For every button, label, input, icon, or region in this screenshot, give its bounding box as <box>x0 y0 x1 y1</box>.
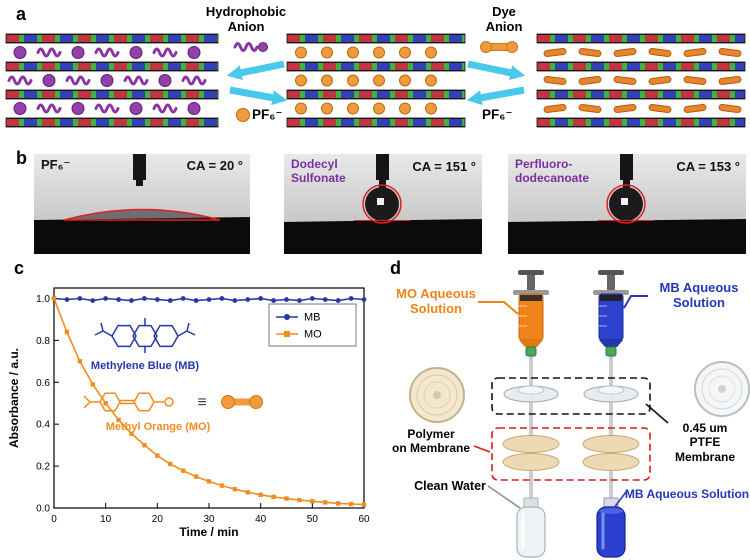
contact-angle-image-perfluorododecanoate: Perfluoro- dodecanoate CA = 153 ° <box>508 154 746 254</box>
tube-right <box>609 356 613 508</box>
hydrophobic-anion-label: Hydrophobic Anion <box>205 4 287 34</box>
ptfe-filter-disk-icon <box>694 361 750 417</box>
svg-text:0.0: 0.0 <box>36 504 50 515</box>
droplet-highlight <box>377 198 384 205</box>
svg-text:1.0: 1.0 <box>36 294 50 305</box>
panel-c-label: c <box>14 258 25 278</box>
mb-output-connector <box>613 491 627 509</box>
svg-text:40: 40 <box>255 514 267 525</box>
svg-text:0.4: 0.4 <box>36 420 50 431</box>
svg-text:0.8: 0.8 <box>36 336 50 347</box>
droplet-highlight <box>621 198 628 205</box>
panel-a-label: a <box>16 4 27 24</box>
ion-exchange-schematic <box>5 33 746 128</box>
pf6-released-left-label: PF₆⁻ <box>252 107 283 122</box>
polymer-membrane-disks <box>502 435 640 471</box>
clean-water-label: Clean Water <box>414 479 486 493</box>
dispenser-needle-icon <box>376 154 389 180</box>
tube-left <box>529 356 533 508</box>
ptfe-membrane-label: 0.45 um PTFE Membrane <box>674 421 736 464</box>
contact-angle-value: CA = 151 ° <box>412 159 476 174</box>
svg-text:Absorbance / a.u.: Absorbance / a.u. <box>7 348 21 448</box>
low-contact-angle-droplet <box>63 208 221 221</box>
svg-text:0.6: 0.6 <box>36 378 50 389</box>
pf6-released-right-label: PF₆⁻ <box>482 107 513 122</box>
contact-angle-value: CA = 20 ° <box>186 158 243 173</box>
panel-b-label: b <box>16 148 27 168</box>
clean-water-connector <box>487 485 521 509</box>
mb-solution-label: MB Aqueous Solution <box>659 280 739 310</box>
ptfe-membrane-disks <box>503 385 639 403</box>
mb-label-connector <box>623 295 648 309</box>
svg-text:20: 20 <box>152 514 164 525</box>
polymer-label-connector <box>473 445 491 453</box>
methyl-orange-label: Methyl Orange (MO) <box>106 421 211 433</box>
surface-name-label: Dodecyl Sulfonate <box>291 157 346 186</box>
contact-angle-image-pf6: PF₆⁻ CA = 20 ° <box>34 154 250 254</box>
methylene-blue-structure <box>94 318 196 353</box>
mo-label-connector <box>478 301 519 315</box>
methyl-orange-structure <box>83 392 174 412</box>
surface-name-label: Perfluoro- dodecanoate <box>515 157 590 186</box>
contact-angle-image-dodecyl-sulfonate: Dodecyl Sulfonate CA = 151 ° <box>284 154 482 254</box>
methylene-blue-label: Methylene Blue (MB) <box>91 360 200 372</box>
droplet-photo <box>284 154 482 254</box>
absorbance-time-chart: Methylene Blue (MB) ≡ Methyl Orange (MO)… <box>7 287 370 539</box>
dye-anion-icon <box>221 395 263 409</box>
mb-syringe-icon <box>593 270 629 357</box>
svg-text:0.2: 0.2 <box>36 462 50 473</box>
svg-text:10: 10 <box>100 514 112 525</box>
clean-water-vial-icon <box>516 497 546 558</box>
flat-droplet-photo <box>34 154 250 254</box>
ptfe-dashed-box <box>491 377 651 415</box>
mo-syringe-icon <box>513 270 549 357</box>
contact-angle-value: CA = 153 ° <box>676 159 740 174</box>
dye-anion-label: Dye Anion <box>485 4 523 34</box>
dispenser-needle-icon <box>133 154 146 180</box>
fitted-circle <box>362 184 402 224</box>
mb-solution-vial-icon <box>596 497 626 558</box>
droplet-photo <box>508 154 746 254</box>
ptfe-label-connector <box>645 403 669 424</box>
panel-d-label: d <box>390 258 401 278</box>
filtration-setup-schematic <box>409 270 750 558</box>
svg-text:50: 50 <box>307 514 319 525</box>
mo-solution-label: MO Aqueous Solution <box>396 286 476 316</box>
polymer-dashed-box <box>491 427 651 481</box>
svg-text:30: 30 <box>203 514 215 525</box>
svg-text:60: 60 <box>358 514 370 525</box>
equivalence-symbol: ≡ <box>197 394 206 411</box>
svg-text:MB: MB <box>304 312 321 324</box>
svg-text:Time / min: Time / min <box>179 525 238 539</box>
svg-text:0: 0 <box>51 514 57 525</box>
surface-name-label: PF₆⁻ <box>41 157 71 172</box>
fitted-circle <box>606 184 646 224</box>
polymer-membrane-label: Polymer on Membrane <box>391 427 470 456</box>
polymer-filter-disk-icon <box>409 367 465 423</box>
svg-text:MO: MO <box>304 329 322 341</box>
mb-output-label: MB Aqueous Solution <box>624 487 750 501</box>
dispenser-needle-icon <box>620 154 633 180</box>
